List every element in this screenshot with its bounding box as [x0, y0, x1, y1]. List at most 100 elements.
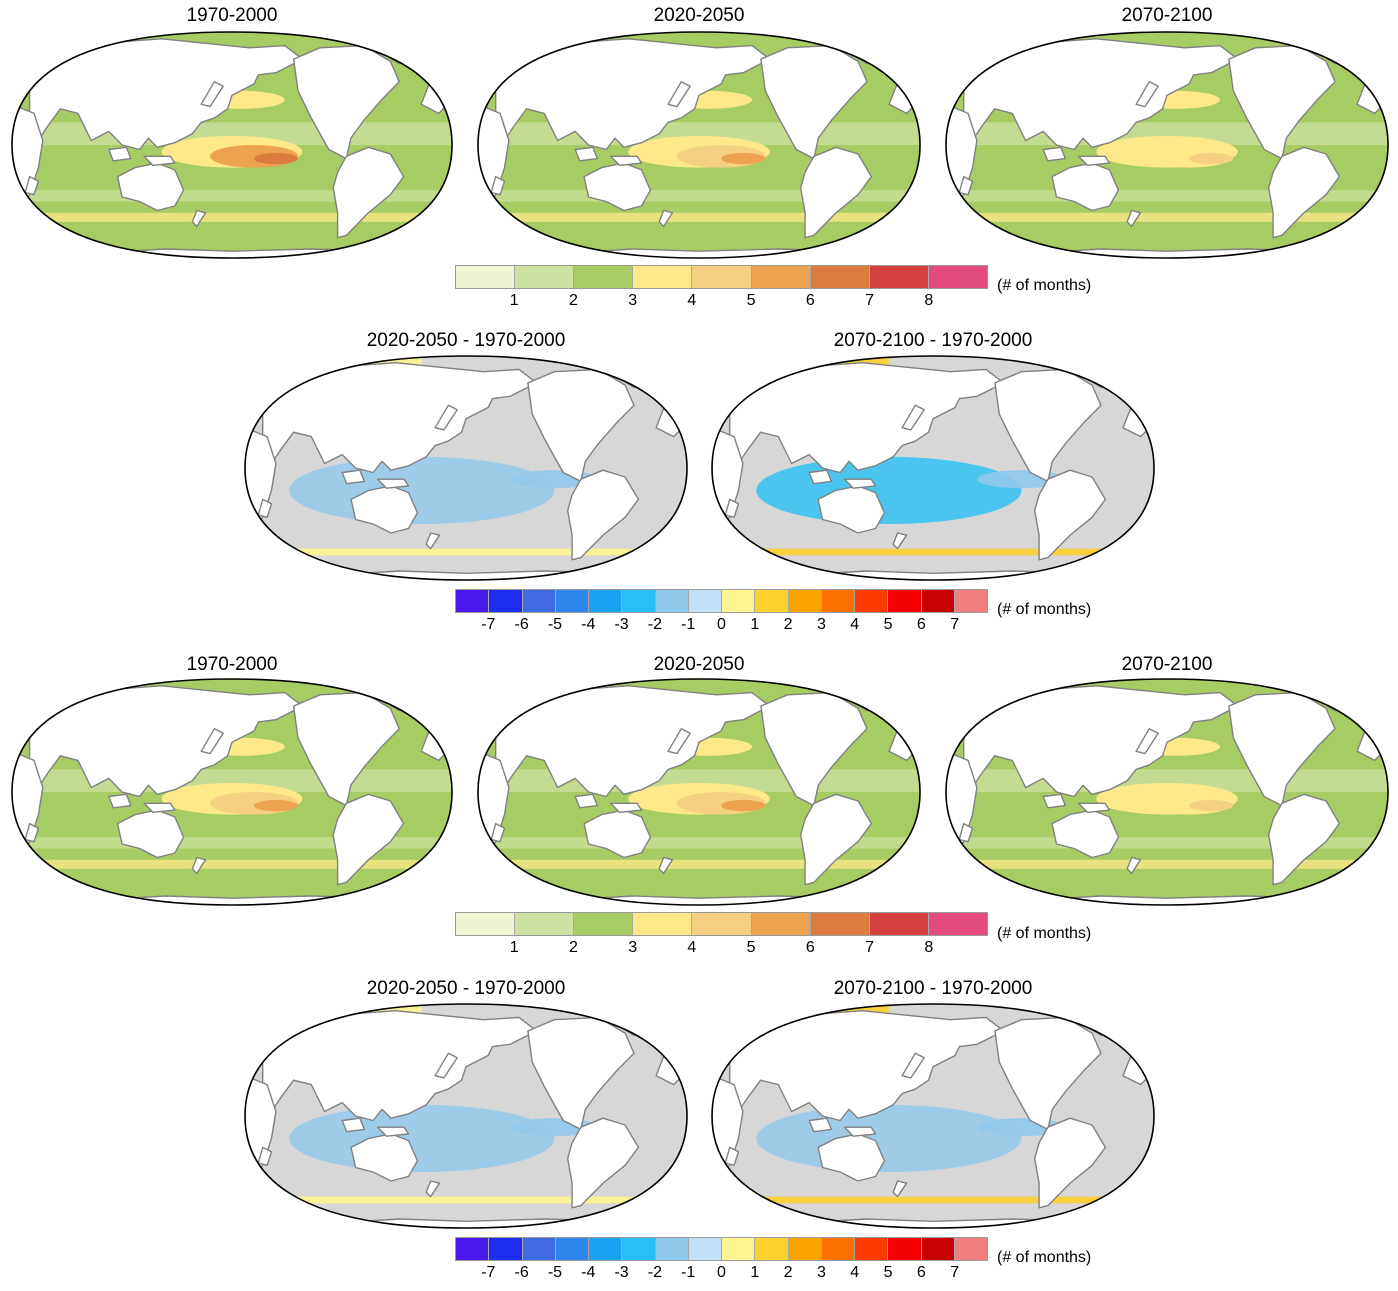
colorbar-tick-label: 1	[509, 939, 519, 956]
colorbar-tick-label: -1	[681, 616, 696, 633]
colorbar-tick-label: 7	[865, 939, 874, 956]
land-madagascar	[724, 498, 740, 519]
colorbar-tick-label: 2	[568, 292, 578, 309]
colorbar-swatch	[622, 1238, 656, 1260]
colorbar-tick-label: 0	[717, 616, 726, 633]
land-borneo	[1042, 793, 1067, 809]
map-title-row1-panel1: 1970-2000	[186, 5, 278, 26]
land-borneo	[1042, 146, 1067, 162]
colorbar-swatch	[456, 590, 490, 612]
colorbar-tick-label: 3	[816, 1264, 826, 1281]
land-newguinea	[143, 155, 176, 167]
map-ocean	[477, 32, 920, 258]
land-newguinea	[843, 1126, 877, 1137]
colorbar-swatch	[456, 913, 516, 935]
map-title-row2-panel2: 2070-2100 - 1970-2000	[833, 330, 1033, 351]
map-panel-row4-panel1	[244, 1003, 688, 1229]
colorbar-tick-label: 5	[746, 292, 756, 309]
colorbar-swatch	[855, 1238, 889, 1260]
colorbar-tick-label: 6	[805, 292, 815, 309]
colorbar-swatch	[928, 266, 987, 288]
land-japan	[667, 81, 691, 108]
land-nz	[658, 856, 674, 875]
colorbar-tick-label: 4	[850, 616, 860, 633]
colorbar-tick-label: 3	[628, 292, 638, 309]
colorbar-swatch	[622, 590, 656, 612]
colorbar-swatch	[810, 266, 870, 288]
land-samerica	[1268, 146, 1341, 239]
land-newguinea	[143, 802, 176, 814]
land-samerica	[1034, 469, 1107, 561]
land-asia	[963, 38, 1239, 151]
colorbar-swatch	[888, 590, 922, 612]
colorbar-units-label: (# of months)	[997, 277, 1092, 294]
land-japan	[901, 404, 925, 431]
colorbar-swatch	[821, 1238, 855, 1260]
map-frame	[11, 31, 453, 259]
colorbar-swatch	[456, 266, 516, 288]
land-newguinea	[1077, 802, 1111, 814]
colorbar-units-label: (# of months)	[997, 601, 1092, 618]
colorbar-tick-label: 6	[805, 939, 815, 956]
colorbar-swatch	[456, 1238, 490, 1260]
map-frame	[477, 31, 921, 259]
land-samerica	[800, 793, 873, 886]
land-madagascar	[724, 1146, 740, 1167]
land-borneo	[574, 146, 599, 162]
land-australia	[350, 485, 419, 534]
colorbar-tick-label: 4	[687, 939, 697, 956]
colorbar-absolute-1	[455, 265, 988, 289]
land-newguinea	[376, 478, 410, 489]
colorbar-swatch	[928, 913, 987, 935]
colorbar-tick-label: 5	[746, 939, 756, 956]
colorbar-swatch	[522, 590, 556, 612]
map-panel-row2-panel1	[244, 355, 688, 581]
colorbar-tick-label: -4	[581, 1264, 596, 1281]
land-samerica	[332, 146, 405, 239]
map-title-row4-panel1: 2020-2050 - 1970-2000	[366, 978, 566, 999]
land-newguinea	[609, 155, 643, 167]
land-asia	[729, 361, 1005, 474]
land-asia	[495, 685, 771, 798]
land-nz	[658, 209, 674, 228]
colorbar-swatch	[888, 1238, 922, 1260]
map-frame	[945, 31, 1389, 259]
land-australia	[1051, 162, 1120, 212]
land-japan	[667, 728, 691, 755]
land-japan	[200, 728, 224, 755]
land-nz	[1126, 209, 1142, 228]
colorbar-swatch	[589, 1238, 623, 1260]
colorbar-tick-label: -2	[647, 616, 662, 633]
land-japan	[1135, 728, 1159, 755]
colorbar-tick-label: 1	[750, 616, 760, 633]
colorbar-swatch	[574, 913, 634, 935]
colorbar-swatch	[954, 1238, 987, 1260]
map-frame	[244, 1003, 688, 1229]
map-ocean	[244, 356, 687, 580]
land-japan	[434, 404, 458, 431]
map-frame	[11, 678, 453, 906]
land-borneo	[341, 1117, 366, 1133]
colorbar-difference-2	[455, 1237, 988, 1261]
land-asia	[963, 685, 1239, 798]
colorbar-swatch	[869, 266, 929, 288]
colorbar-swatch	[855, 590, 889, 612]
colorbar-swatch	[589, 590, 623, 612]
land-madagascar	[490, 822, 506, 843]
colorbar-swatch	[633, 913, 693, 935]
map-title-row4-panel2: 2070-2100 - 1970-2000	[833, 978, 1033, 999]
colorbar-tick-label: -4	[581, 616, 596, 633]
land-asia	[495, 38, 771, 151]
colorbar-tick-label: 3	[628, 939, 638, 956]
land-japan	[1135, 81, 1159, 108]
map-title-row3-panel2: 2020-2050	[653, 654, 745, 675]
land-japan	[200, 81, 224, 108]
colorbar-tick-label: 3	[816, 616, 826, 633]
land-borneo	[108, 793, 132, 809]
land-nz	[425, 532, 441, 550]
land-nz	[191, 209, 207, 228]
colorbar-tick-label: 7	[950, 616, 960, 633]
land-asia	[729, 1009, 1005, 1122]
colorbar-swatch	[489, 1238, 523, 1260]
map-ocean	[12, 32, 452, 258]
